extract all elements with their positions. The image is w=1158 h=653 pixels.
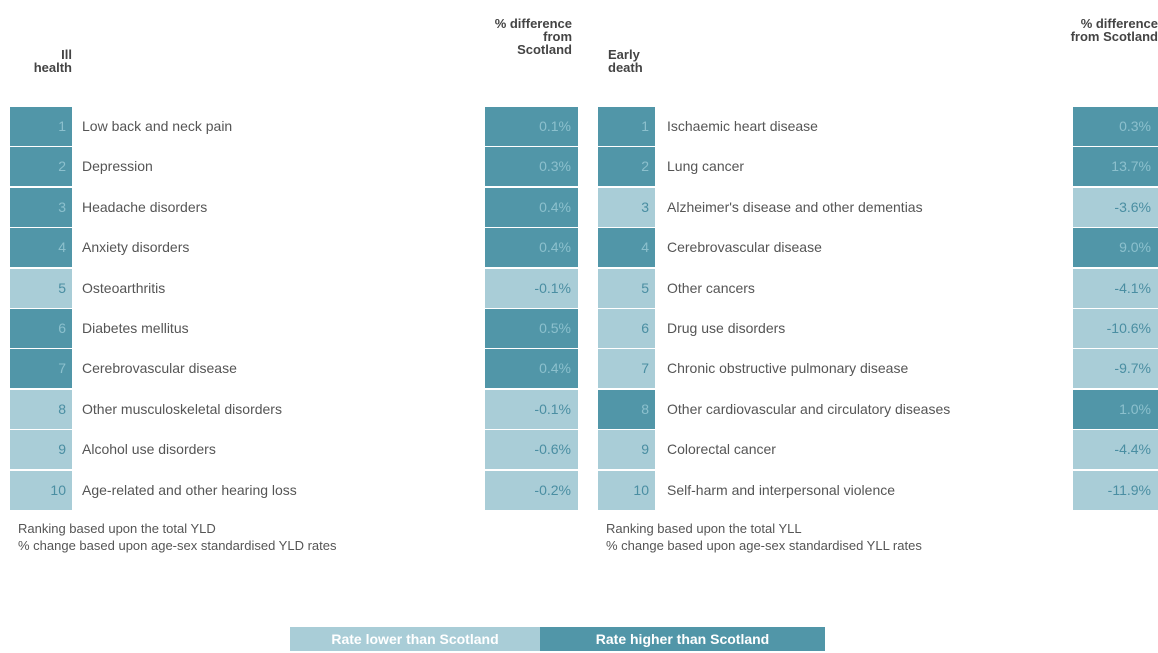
legend-item: Rate lower than Scotland [290, 627, 540, 651]
cause-name: Diabetes mellitus [82, 320, 189, 336]
rank-cell: 5 [10, 268, 72, 308]
rank-cell: 7 [10, 349, 72, 389]
diff-cell: -4.4% [1073, 430, 1158, 470]
rank-cell: 1 [10, 107, 72, 146]
rank-cell: 3 [10, 187, 72, 227]
rank-cell: 7 [598, 349, 655, 389]
diff-cell: 0.4% [485, 228, 578, 268]
rank-header: Early death [608, 47, 643, 75]
diff-cell: -3.6% [1073, 187, 1158, 227]
diff-cell: -9.7% [1073, 349, 1158, 389]
diff-cell: 0.3% [1073, 107, 1158, 146]
rank-cell: 6 [598, 309, 655, 348]
cause-name: Self-harm and interpersonal violence [667, 481, 896, 498]
cause-name: Cerebrovascular disease [667, 239, 822, 256]
rank-cell: 8 [10, 389, 72, 429]
rank-cell: 10 [10, 470, 72, 510]
rank-cell: 1 [598, 107, 655, 146]
footnote: Ranking based upon the total YLD [18, 521, 216, 536]
cause-name: Depression [82, 158, 153, 175]
cause-name: Lung cancer [667, 158, 745, 175]
rank-cell: 2 [598, 147, 655, 187]
cause-name: Anxiety disorders [82, 239, 190, 256]
diff-cell: 0.5% [485, 309, 578, 348]
cause-name: Osteoarthritis [82, 279, 166, 296]
cause-name: Alcohol use disorders [82, 441, 216, 458]
diff-cell: 9.0% [1073, 228, 1158, 268]
footnote: % change based upon age-sex standardised… [18, 538, 337, 553]
cause-name: Ischaemic heart disease [667, 118, 818, 134]
rank-cell: 5 [598, 268, 655, 308]
diff-cell: -11.9% [1073, 470, 1158, 510]
cause-name: Colorectal cancer [667, 441, 776, 458]
diff-cell: 1.0% [1073, 389, 1158, 429]
footnote: Ranking based upon the total YLL [606, 521, 802, 536]
legend-item: Rate higher than Scotland [540, 627, 825, 651]
rank-cell: 6 [10, 309, 72, 348]
cause-name: Cerebrovascular disease [82, 360, 237, 377]
diff-cell: 0.4% [485, 349, 578, 389]
cause-name: Age-related and other hearing loss [82, 481, 297, 498]
diff-cell: 0.3% [485, 147, 578, 187]
cause-name: Alzheimer's disease and other dementias [667, 198, 923, 215]
cause-name: Other musculoskeletal disorders [82, 400, 282, 417]
cause-name: Low back and neck pain [82, 118, 233, 134]
diff-cell: -0.2% [485, 470, 578, 510]
cause-name: Drug use disorders [667, 320, 786, 336]
rank-header: Ill health [33, 47, 72, 75]
diff-cell: -4.1% [1073, 268, 1158, 308]
diff-cell: -10.6% [1073, 309, 1158, 348]
rank-cell: 3 [598, 187, 655, 227]
diff-header: % difference from Scotland [1070, 16, 1158, 44]
diff-cell: 0.1% [485, 107, 578, 146]
cause-name: Other cancers [667, 279, 755, 296]
diff-cell: -0.1% [485, 268, 578, 308]
rank-cell: 9 [598, 430, 655, 470]
cause-name: Chronic obstructive pulmonary disease [667, 360, 909, 377]
rank-cell: 4 [10, 228, 72, 268]
rank-cell: 8 [598, 389, 655, 429]
diff-header: % difference from Scotland [494, 16, 572, 57]
diff-cell: -0.1% [485, 389, 578, 429]
cause-name: Other cardiovascular and circulatory dis… [667, 400, 951, 417]
diff-cell: -0.6% [485, 430, 578, 470]
diff-cell: 13.7% [1073, 147, 1158, 187]
rank-cell: 4 [598, 228, 655, 268]
rank-cell: 2 [10, 147, 72, 187]
diff-cell: 0.4% [485, 187, 578, 227]
rank-cell: 10 [598, 470, 655, 510]
cause-name: Headache disorders [82, 198, 208, 215]
footnote: % change based upon age-sex standardised… [606, 538, 922, 553]
rank-cell: 9 [10, 430, 72, 470]
